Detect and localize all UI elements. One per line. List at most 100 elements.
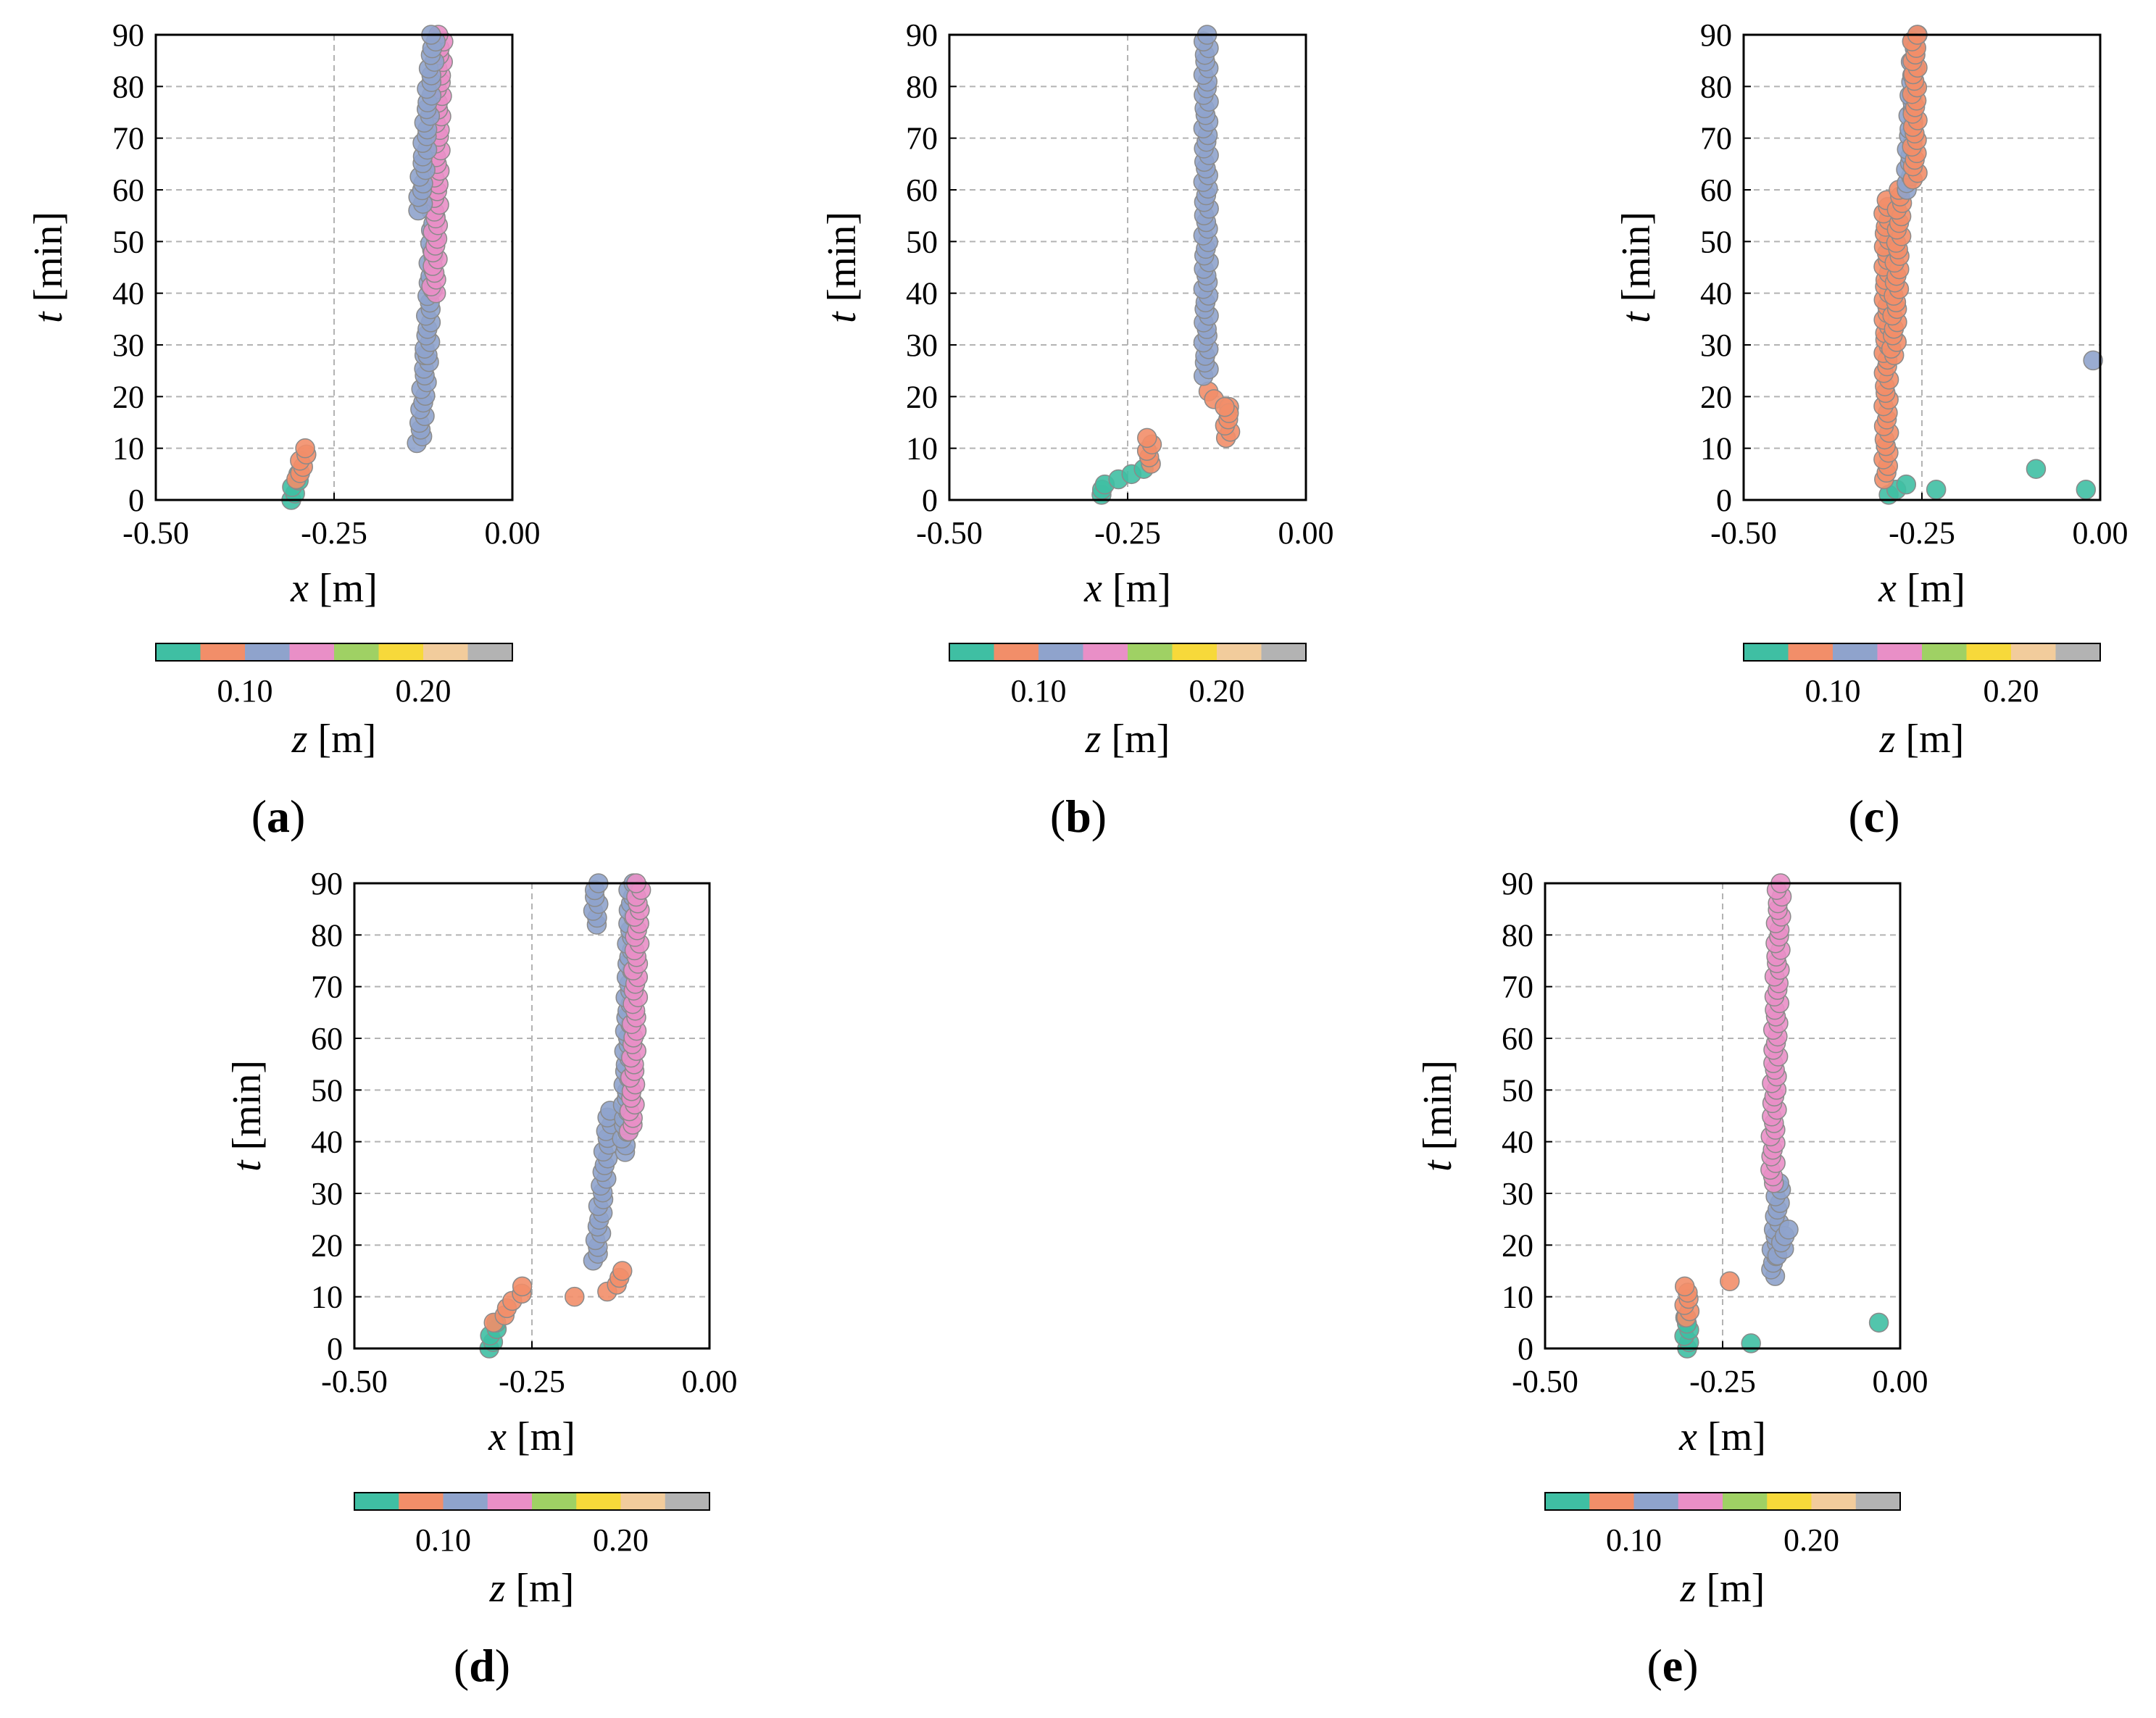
colorbar-label: z [m] xyxy=(1879,717,1965,762)
colorbar-swatch xyxy=(1217,643,1262,661)
y-tick-label: 60 xyxy=(311,1021,343,1056)
colorbar-swatch xyxy=(378,643,424,661)
y-tick-label: 30 xyxy=(311,1176,343,1212)
y-tick-label: 0 xyxy=(327,1331,343,1367)
data-point xyxy=(1720,1271,1740,1292)
panel-c: 0 10 20 30 40 50 60 70 80 90 -0.50 -0.25 0.00 x [m] t … xyxy=(1614,17,2128,842)
y-axis-label: t [min] xyxy=(26,212,71,323)
data-point xyxy=(1778,1219,1799,1240)
data-point xyxy=(2076,479,2097,500)
colorbar-tick-label: 0.10 xyxy=(1606,1522,1662,1558)
colorbar: 0.10 0.20 z [m] xyxy=(1743,643,2101,762)
x-axis-label: x [m] xyxy=(1083,566,1171,611)
y-tick-label: 70 xyxy=(906,121,938,157)
y-tick-label: 50 xyxy=(311,1072,343,1108)
y-tick-label: 50 xyxy=(1502,1072,1533,1108)
data-point xyxy=(1926,479,1947,500)
colorbar-tick-label: 0.10 xyxy=(1805,673,1861,709)
data-point xyxy=(1215,396,1235,417)
colorbar-label: z [m] xyxy=(291,717,377,762)
panel-caption: (a) xyxy=(251,791,306,842)
y-tick-label: 40 xyxy=(1502,1125,1533,1160)
colorbar-swatch xyxy=(1877,643,1923,661)
y-tick-label: 20 xyxy=(311,1227,343,1263)
panel-caption: (c) xyxy=(1848,791,1899,842)
x-tick-label: -0.50 xyxy=(321,1364,388,1399)
y-tick-label: 40 xyxy=(112,276,144,312)
colorbar-frame xyxy=(949,643,1307,662)
data-point xyxy=(295,438,315,459)
panel-caption: (b) xyxy=(1050,791,1107,842)
colorbar: 0.10 0.20 z [m] xyxy=(1544,1492,1901,1611)
x-axis-label: x [m] xyxy=(1878,566,1965,611)
colorbar-swatch xyxy=(2055,643,2101,661)
x-tick-label: -0.25 xyxy=(1094,515,1161,551)
x-tick-label: -0.50 xyxy=(916,515,983,551)
y-tick-label: 60 xyxy=(112,172,144,208)
data-point xyxy=(1868,1312,1889,1333)
panel-d: 0 10 20 30 40 50 60 70 80 90 -0.50 -0.25 0.00 x [m] t … xyxy=(225,866,738,1691)
colorbar-swatch xyxy=(1039,643,1083,661)
y-tick-label: 20 xyxy=(112,379,144,414)
colorbar-tick-label: 0.20 xyxy=(593,1522,649,1558)
y-tick-label: 30 xyxy=(906,328,938,363)
colorbar-frame xyxy=(1544,1492,1901,1511)
x-tick-label: 0.00 xyxy=(682,1364,738,1399)
y-tick-label: 70 xyxy=(1700,121,1732,157)
colorbar-swatch xyxy=(423,643,468,661)
colorbar-swatch xyxy=(1678,1493,1723,1510)
colorbar: 0.10 0.20 z [m] xyxy=(354,1492,710,1611)
data-point xyxy=(2026,459,2047,479)
y-tick-label: 60 xyxy=(1700,172,1732,208)
colorbar-swatch xyxy=(1855,1493,1901,1510)
colorbar-swatch xyxy=(665,1493,710,1510)
colorbar-swatch xyxy=(2011,643,2056,661)
x-tick-label: 0.00 xyxy=(1278,515,1334,551)
y-tick-label: 90 xyxy=(1502,866,1533,901)
colorbar-swatch xyxy=(200,643,246,661)
colorbar-swatch xyxy=(399,1493,444,1510)
colorbar-swatch xyxy=(487,1493,533,1510)
panel-caption: (d) xyxy=(454,1640,510,1691)
colorbar-tick-label: 0.20 xyxy=(1984,673,2039,709)
y-tick-label: 60 xyxy=(906,172,938,208)
colorbar-frame xyxy=(155,643,513,662)
x-tick-label: -0.50 xyxy=(122,515,189,551)
colorbar-tick-label: 0.20 xyxy=(396,673,451,709)
data-point xyxy=(2083,350,2103,371)
y-tick-label: 80 xyxy=(906,69,938,104)
colorbar-swatch xyxy=(1723,1493,1768,1510)
y-axis-label: t [min] xyxy=(1415,1060,1460,1172)
x-axis-label: x [m] xyxy=(1678,1414,1766,1459)
y-axis-label: t [min] xyxy=(1614,212,1659,323)
y-tick-label: 10 xyxy=(112,431,144,467)
y-tick-label: 20 xyxy=(1502,1227,1533,1263)
data-point xyxy=(512,1276,533,1297)
panel-e: 0 10 20 30 40 50 60 70 80 90 -0.50 -0.25 0.00 x [m] t … xyxy=(1415,866,1928,1691)
colorbar-swatch xyxy=(289,643,335,661)
colorbar-swatch xyxy=(245,643,290,661)
y-tick-label: 70 xyxy=(311,969,343,1005)
y-tick-label: 10 xyxy=(906,431,938,467)
colorbar-swatch xyxy=(1833,643,1878,661)
x-tick-label: -0.25 xyxy=(1889,515,1955,551)
colorbar-swatch xyxy=(1744,643,1789,661)
y-tick-label: 90 xyxy=(112,17,144,53)
y-tick-label: 80 xyxy=(1502,917,1533,953)
colorbar-swatch xyxy=(354,1493,399,1510)
colorbar-swatch xyxy=(620,1493,666,1510)
y-tick-label: 90 xyxy=(1700,17,1732,53)
y-tick-label: 30 xyxy=(1502,1176,1533,1212)
y-tick-label: 70 xyxy=(112,121,144,157)
colorbar-swatch xyxy=(576,1493,621,1510)
colorbar-tick-label: 0.10 xyxy=(1011,673,1067,709)
colorbar-swatch xyxy=(1261,643,1307,661)
colorbar-swatch xyxy=(949,643,994,661)
y-tick-label: 50 xyxy=(906,224,938,259)
x-tick-label: -0.50 xyxy=(1710,515,1777,551)
x-tick-label: -0.25 xyxy=(1689,1364,1756,1399)
y-tick-label: 0 xyxy=(1716,483,1732,518)
y-tick-label: 30 xyxy=(112,328,144,363)
colorbar-swatch xyxy=(1545,1493,1590,1510)
x-axis-label: x [m] xyxy=(290,566,378,611)
